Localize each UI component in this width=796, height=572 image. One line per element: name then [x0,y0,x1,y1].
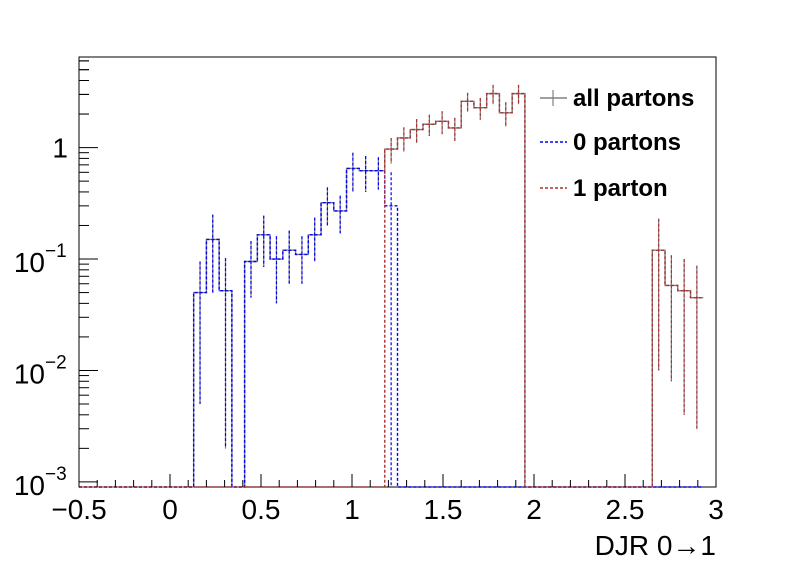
series-1-parton [79,84,704,488]
y-tick-exponent: −1 [45,241,67,262]
y-tick-label: 10 [14,470,45,501]
x-axis-title: DJR 0→1 [595,530,716,561]
x-tick-label: 1.5 [424,494,463,525]
x-tick-label: 2 [526,494,542,525]
legend: all partons 0 partons 1 parton [540,85,694,202]
series-layer [79,84,704,488]
x-tick-label: −0.5 [51,494,106,525]
y-tick-exponent: −2 [45,352,67,373]
plot-frame [78,56,717,488]
x-tick-label: 0.5 [242,494,281,525]
histogram-line [79,92,704,488]
x-tick-label: 2.5 [606,494,645,525]
x-tick-label: 3 [708,494,724,525]
x-tick-label: 0 [162,494,178,525]
y-tick-exponent: −3 [45,464,67,485]
series-0-partons [79,152,704,488]
x-tick-label: 1 [344,494,360,525]
y-tick-label: 10 [14,247,45,278]
legend-label: 0 partons [573,129,681,156]
y-tick-label: 10 [14,358,45,389]
legend-label: all partons [573,85,694,112]
legend-label: 1 parton [573,175,668,202]
y-tick-label: 1 [52,133,68,164]
